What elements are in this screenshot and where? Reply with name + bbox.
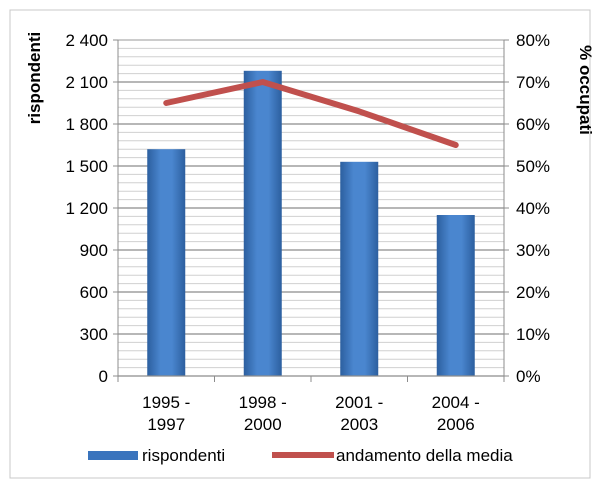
- legend: rispondenti andamento della media: [88, 446, 513, 465]
- y-tick-label: 1 200: [65, 199, 108, 218]
- y-tick-label: 1 800: [65, 115, 108, 134]
- legend-label-bar: rispondenti: [142, 446, 225, 465]
- y2-tick-label: 10%: [516, 325, 550, 344]
- bar: [340, 161, 379, 376]
- y2-tick-label: 80%: [516, 31, 550, 50]
- y2-tick-label: 50%: [516, 157, 550, 176]
- x-tick-label: 2001 -2003: [335, 393, 383, 434]
- y2-tick-label: 60%: [516, 115, 550, 134]
- right-axis-ticks: 0% 10% 20% 30% 40% 50% 60% 70% 80%: [504, 31, 550, 386]
- bar: [243, 70, 282, 377]
- y-tick-label: 300: [80, 325, 108, 344]
- bar: [147, 149, 186, 376]
- y-tick-label: 2 400: [65, 31, 108, 50]
- bar: [436, 215, 475, 376]
- series-line: [163, 79, 459, 148]
- y2-tick-label: 40%: [516, 199, 550, 218]
- x-axis-ticks: 1995 -1997 1998 -2000 2001 -2003 2004 -2006: [117, 376, 505, 434]
- bar-series: [147, 70, 475, 377]
- x-tick-label: 2004 -2006: [432, 393, 480, 434]
- x-tick-label: 1995 -1997: [142, 393, 190, 434]
- y2-tick-label: 0%: [516, 367, 541, 386]
- left-axis-ticks: 0 300 600 900 1 200 1 500 1 800 2 100 2 400: [65, 31, 118, 386]
- y-tick-label: 2 100: [65, 73, 108, 92]
- y-tick-label: 1 500: [65, 157, 108, 176]
- y2-tick-label: 30%: [516, 241, 550, 260]
- y2-tick-label: 20%: [516, 283, 550, 302]
- y-axis-title: rispondenti: [25, 32, 44, 125]
- y-tick-label: 600: [80, 283, 108, 302]
- y2-tick-label: 70%: [516, 73, 550, 92]
- y-tick-label: 0: [99, 367, 108, 386]
- y2-axis-title: % occupati: [576, 45, 595, 135]
- legend-swatch-bar: [88, 451, 138, 460]
- line-series: [163, 79, 459, 148]
- legend-label-line: andamento della media: [336, 446, 513, 465]
- y-tick-label: 900: [80, 241, 108, 260]
- x-tick-label: 1998 -2000: [239, 393, 287, 434]
